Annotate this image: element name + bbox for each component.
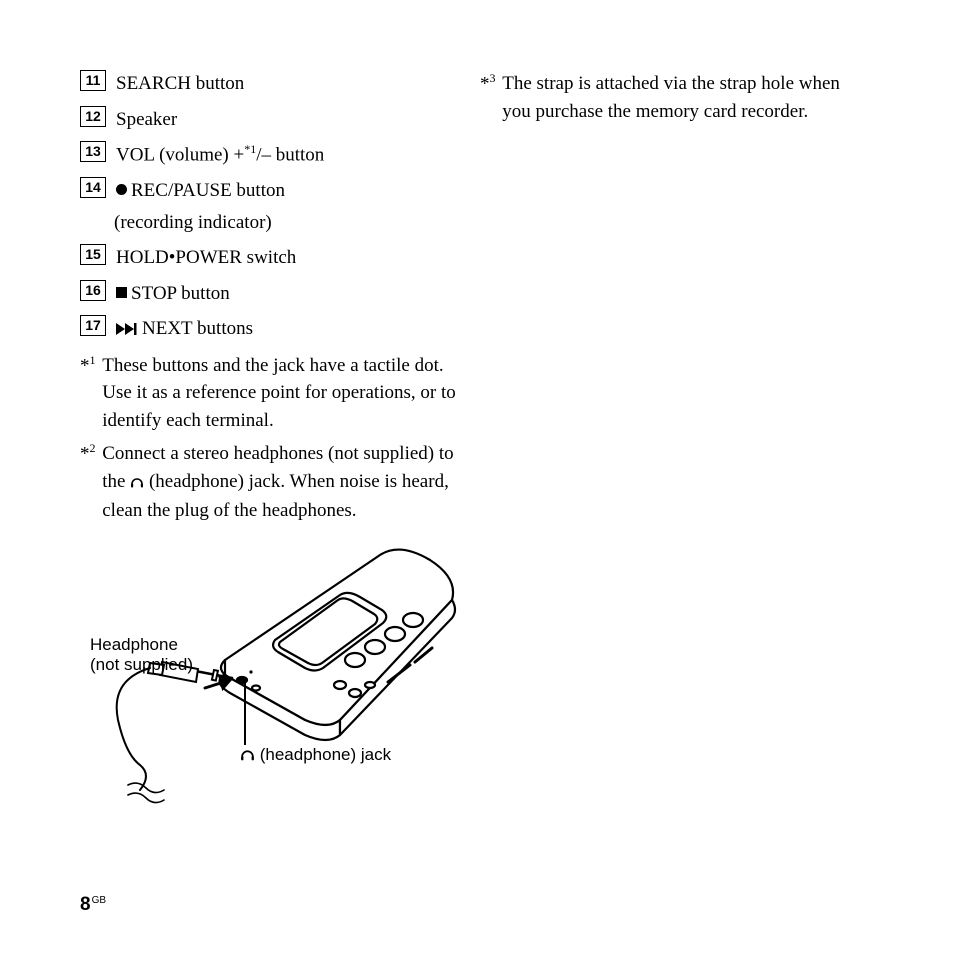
parts-list-item: 15 HOLD•POWER switch xyxy=(80,244,460,272)
text-main: NEXT buttons xyxy=(142,318,253,339)
footnote-mark: *2 xyxy=(80,440,100,468)
callout-number-box: 11 xyxy=(80,70,106,91)
page-region: GB xyxy=(92,895,106,906)
footnote-text: The strap is attached via the strap hole… xyxy=(502,70,860,125)
callout-text: VOL (volume) +*1/– button xyxy=(116,141,460,169)
callout-number-box: 17 xyxy=(80,315,106,336)
stop-icon xyxy=(116,287,127,298)
device-illustration: Headphone (not supplied) (headphone) jac… xyxy=(80,530,460,810)
footnote: *2 Connect a stereo headphones (not supp… xyxy=(80,440,460,525)
text-pre: VOL (volume) + xyxy=(116,144,244,165)
label-headphone-jack: (headphone) jack xyxy=(240,745,391,767)
label-line2: (not supplied) xyxy=(90,655,193,675)
callout-text: Speaker xyxy=(116,106,460,134)
footnote-text: Connect a stereo headphones (not supplie… xyxy=(102,440,460,525)
text-post: /– button xyxy=(256,144,324,165)
record-icon xyxy=(116,184,127,195)
headphone-icon xyxy=(130,470,144,498)
callout-number-box: 13 xyxy=(80,141,106,162)
callout-text: REC/PAUSE button xyxy=(116,177,460,205)
footnote: *1 These buttons and the jack have a tac… xyxy=(80,352,460,435)
footnote-ref: *1 xyxy=(244,142,256,156)
parts-list-item: 11 SEARCH button xyxy=(80,70,460,98)
page-number-value: 8 xyxy=(80,894,91,915)
callout-number-box: 12 xyxy=(80,106,106,127)
text-main: REC/PAUSE button xyxy=(131,180,285,201)
callout-text: NEXT buttons xyxy=(116,315,460,344)
left-column: 11 SEARCH button 12 Speaker 13 VOL (volu… xyxy=(80,70,460,531)
parts-list-item: 17 NEXT buttons xyxy=(80,315,460,344)
parts-list-item: 12 Speaker xyxy=(80,106,460,134)
callout-text: HOLD•POWER switch xyxy=(116,244,460,272)
page-number: 8GB xyxy=(80,894,106,916)
parts-list-item: 14 REC/PAUSE button xyxy=(80,177,460,205)
callout-number-box: 14 xyxy=(80,177,106,198)
callout-number-box: 16 xyxy=(80,280,106,301)
headphone-icon xyxy=(240,747,255,767)
text-post: (headphone) jack. When noise is heard, c… xyxy=(102,471,449,522)
text-main: STOP button xyxy=(131,283,230,304)
right-column: *3 The strap is attached via the strap h… xyxy=(480,70,860,131)
parts-list-item: 16 STOP button xyxy=(80,280,460,308)
callout-text: SEARCH button xyxy=(116,70,460,98)
next-track-icon xyxy=(116,316,138,344)
callout-text: STOP button xyxy=(116,280,460,308)
label-headphone: Headphone (not supplied) xyxy=(90,635,193,675)
label-line1: Headphone xyxy=(90,635,193,655)
callout-number-box: 15 xyxy=(80,244,106,265)
footnote: *3 The strap is attached via the strap h… xyxy=(480,70,860,125)
manual-page: 11 SEARCH button 12 Speaker 13 VOL (volu… xyxy=(0,0,954,954)
footnote-text: These buttons and the jack have a tactil… xyxy=(102,352,460,435)
footnote-mark: *1 xyxy=(80,352,100,380)
callout-subtext: (recording indicator) xyxy=(114,209,460,237)
parts-list-item: 13 VOL (volume) +*1/– button xyxy=(80,141,460,169)
footnote-mark: *3 xyxy=(480,70,500,98)
label-jack-text: (headphone) jack xyxy=(255,745,391,764)
